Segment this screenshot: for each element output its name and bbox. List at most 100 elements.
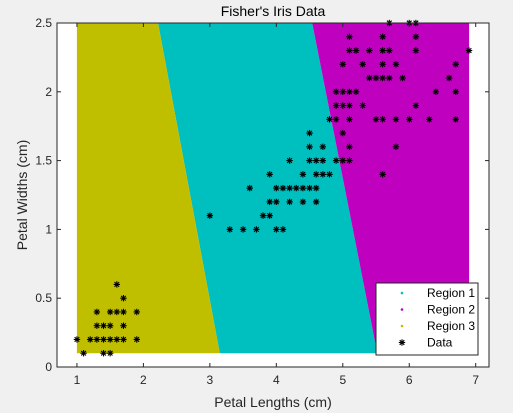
data-point [106, 350, 114, 357]
data-point [372, 116, 380, 123]
legend-label: Data [427, 336, 453, 350]
data-point [346, 102, 353, 109]
data-point [346, 88, 353, 95]
legend-item-region-1[interactable]: Region 1 [400, 286, 476, 300]
data-point [93, 322, 101, 329]
data-point [392, 61, 400, 68]
x-tick-label: 3 [207, 373, 214, 387]
data-point [386, 47, 393, 54]
data-point [100, 350, 107, 357]
data-point [346, 47, 353, 54]
data-point [346, 157, 353, 164]
y-tick-label: 1 [45, 222, 52, 236]
data-point [392, 116, 400, 123]
data-point [87, 336, 94, 343]
data-point [279, 184, 287, 192]
data-point [273, 198, 280, 206]
data-point [293, 184, 300, 192]
data-point [346, 33, 353, 40]
data-point [465, 47, 473, 54]
data-point [279, 226, 287, 233]
data-point [332, 102, 340, 109]
chart-title: Fisher's Iris Data [221, 3, 326, 19]
data-point [412, 102, 420, 109]
data-point [372, 74, 380, 82]
data-point [206, 212, 214, 219]
data-point [425, 116, 433, 123]
region-layer [76, 23, 470, 354]
data-point [339, 102, 346, 109]
data-point [226, 226, 233, 233]
data-point [306, 129, 313, 137]
data-point [346, 143, 353, 151]
legend-label: Region 1 [427, 286, 475, 300]
data-point [412, 47, 420, 54]
data-point [332, 157, 340, 164]
data-point [346, 116, 353, 123]
data-point [120, 336, 127, 343]
data-point [80, 350, 87, 357]
data-point [379, 47, 386, 54]
legend-marker [400, 308, 404, 311]
legend-marker [400, 291, 404, 295]
data-point [266, 212, 273, 219]
legend-item-region-3[interactable]: Region 3 [400, 319, 476, 333]
data-point [326, 171, 333, 178]
data-point [445, 74, 453, 82]
data-point [113, 308, 121, 316]
legend-marker [400, 324, 404, 328]
data-point [239, 226, 247, 233]
data-point [339, 129, 346, 137]
data-point [359, 61, 366, 68]
legend-item-data[interactable]: Data [398, 336, 453, 350]
data-point [306, 143, 313, 151]
y-tick-label: 0.5 [35, 291, 52, 305]
y-tick-label: 2 [45, 85, 52, 99]
data-point [452, 61, 459, 68]
data-point [100, 336, 107, 343]
data-point [319, 171, 327, 178]
data-point [412, 33, 420, 40]
data-point [332, 88, 340, 95]
data-point [313, 157, 320, 164]
axes-box [56, 22, 490, 368]
data-point [319, 143, 327, 151]
data-point [106, 322, 114, 329]
x-tick-label: 5 [339, 373, 346, 387]
data-point [299, 171, 307, 178]
data-point [379, 171, 386, 178]
legend-item-region-2[interactable]: Region 2 [400, 303, 476, 317]
data-point [133, 308, 140, 316]
data-point [339, 157, 346, 164]
data-point [286, 157, 293, 164]
data-point [326, 116, 333, 123]
data-point [339, 88, 346, 95]
region-3-area [76, 23, 220, 354]
data-point [266, 198, 273, 206]
data-point [366, 47, 373, 54]
data-point [379, 61, 386, 68]
legend[interactable]: Region 1 Region 2 Region 3 Data [375, 282, 479, 356]
x-axis-label: Petal Lengths (cm) [214, 394, 332, 410]
data-point [100, 322, 107, 329]
x-tick-label: 2 [140, 373, 147, 387]
data-point [120, 308, 127, 316]
data-point [299, 184, 307, 192]
data-point [366, 74, 373, 82]
data-point [313, 184, 320, 192]
data-point [113, 336, 121, 343]
data-point [286, 184, 293, 192]
data-point [273, 226, 280, 233]
data-point [386, 74, 393, 82]
data-point [120, 322, 127, 329]
y-tick-label: 1.5 [35, 154, 52, 168]
data-point [452, 88, 459, 95]
data-point [359, 102, 366, 109]
data-point [452, 116, 459, 123]
data-point [392, 143, 400, 151]
data-point [106, 336, 114, 343]
data-point [339, 61, 346, 68]
data-point [299, 198, 307, 206]
data-point [432, 88, 440, 95]
